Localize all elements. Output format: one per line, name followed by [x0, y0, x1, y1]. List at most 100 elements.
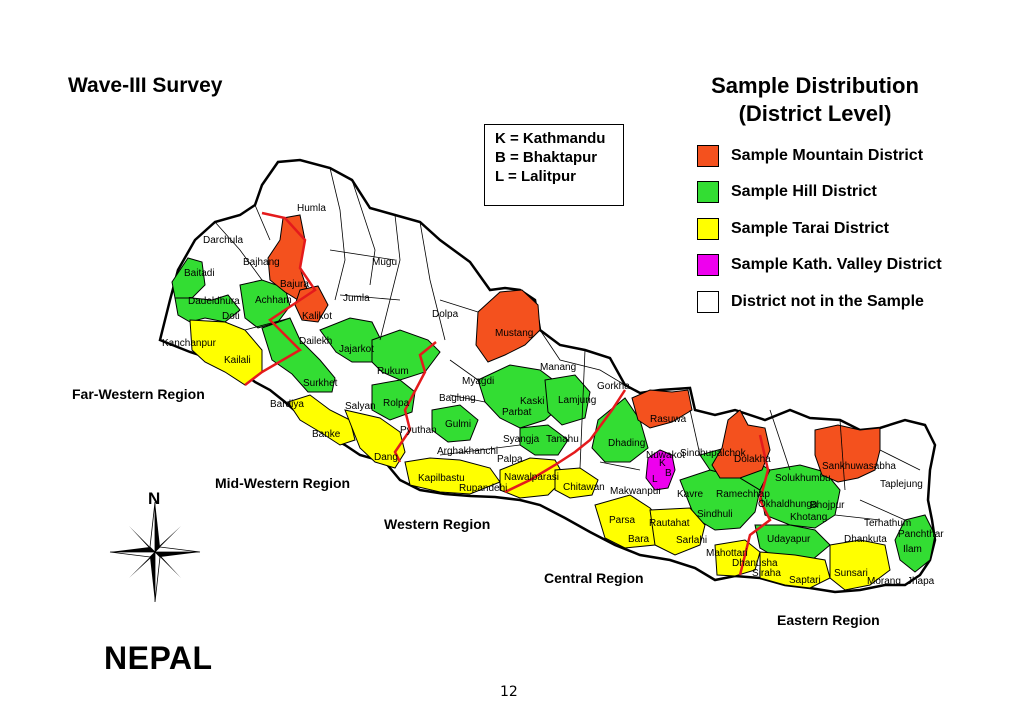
district-lamjung: [544, 374, 591, 426]
label-l: L: [652, 474, 658, 485]
mountain-districts: [267, 214, 881, 483]
district-labels: Humla Darchula Baitadi Bajhang Bajura Mu…: [162, 203, 944, 587]
label-saptari: Saptari: [789, 575, 821, 586]
label-jajarkot: Jajarkot: [339, 344, 374, 355]
label-parbat: Parbat: [502, 407, 532, 418]
label-taplejung: Taplejung: [880, 479, 923, 490]
label-dhanusha: Dhanusha: [732, 558, 778, 569]
legend-label-hill: Sample Hill District: [731, 183, 877, 200]
label-kavre: Kavre: [677, 489, 704, 500]
legend-swatch-kath-valley: [697, 254, 719, 276]
district-ilam-panchthar: [894, 514, 936, 573]
label-bara: Bara: [628, 534, 650, 545]
label-dhading: Dhading: [608, 438, 645, 449]
district-siraha-saptari: [759, 551, 831, 589]
tarai-districts: [189, 319, 891, 591]
label-kapilbastu: Kapilbastu: [418, 473, 465, 484]
label-sindhuli: Sindhuli: [697, 509, 733, 520]
district-kalikot: [294, 285, 329, 323]
label-panchthar: Panchthar: [898, 529, 944, 540]
legend-label-not-sampled: District not in the Sample: [731, 293, 924, 310]
label-sunsari: Sunsari: [834, 568, 868, 579]
label-salyan: Salyan: [345, 401, 376, 412]
label-baglung: Baglung: [439, 393, 476, 404]
label-makwanpur: Makwanpur: [610, 486, 662, 497]
label-syangja: Syangja: [503, 434, 540, 445]
label-udayapur: Udayapur: [767, 534, 811, 545]
district-rasuwa: [631, 389, 693, 429]
label-terhathum: Terhathum: [864, 518, 911, 529]
region-boundaries: [244, 211, 772, 576]
label-bajhang: Bajhang: [243, 257, 280, 268]
label-tanahu: Tanahu: [546, 434, 579, 445]
label-rasuwa: Rasuwa: [650, 414, 687, 425]
label-okhaldhunga: Okhaldhunga: [758, 499, 818, 510]
legend-label-kath-valley: Sample Kath. Valley District: [731, 256, 942, 273]
label-dolakha: Dolakha: [734, 454, 771, 465]
label-sankhuwasabha: Sankhuwasabha: [822, 461, 896, 472]
label-jhapa: Jhapa: [907, 576, 935, 587]
legend-label-mountain: Sample Mountain District: [731, 147, 924, 164]
label-gorkha: Gorkha: [597, 381, 630, 392]
abbr-kathmandu: K = Kathmandu: [495, 130, 606, 147]
label-myagdi: Myagdi: [462, 376, 494, 387]
label-palpa: Palpa: [497, 454, 523, 465]
label-solukhumbu: Solukhumbu: [775, 473, 831, 484]
label-manang: Manang: [540, 362, 576, 373]
abbr-lalitpur: L = Lalitpur: [495, 168, 576, 185]
label-kalikot: Kalikot: [302, 311, 332, 322]
legend-swatch-hill: [697, 181, 719, 203]
label-morang: Morang: [867, 576, 901, 587]
label-rautahat: Rautahat: [649, 518, 690, 529]
label-rolpa: Rolpa: [383, 398, 410, 409]
district-kath-valley: [645, 449, 676, 491]
country-name: NEPAL: [104, 640, 213, 676]
region-central: Central Region: [544, 570, 644, 586]
label-darchula: Darchula: [203, 235, 243, 246]
district-bardiya-banke: [287, 394, 356, 446]
legend-title-line2: (District Level): [738, 101, 892, 126]
label-mugu: Mugu: [372, 257, 397, 268]
label-doti: Doti: [222, 311, 240, 322]
map-title: Wave-III Survey: [68, 74, 223, 97]
district-dolakha: [711, 409, 771, 479]
district-gulmi: [431, 404, 479, 443]
legend-item-mountain: Sample Mountain District: [697, 144, 923, 168]
label-surkhet: Surkhet: [303, 378, 338, 389]
legend-swatch-not-sampled: [697, 291, 719, 313]
label-parsa: Parsa: [609, 515, 636, 526]
label-ilam: Ilam: [903, 544, 922, 555]
district-mahottari-dhanusha: [714, 539, 761, 577]
legend-label-tarai: Sample Tarai District: [731, 220, 889, 237]
label-gulmi: Gulmi: [445, 419, 471, 430]
label-nawalparasi: Nawalparasi: [504, 472, 559, 483]
legend-swatch-tarai: [697, 218, 719, 240]
label-arghakhanchi: Arghakhanchi: [437, 446, 498, 457]
label-mustang: Mustang: [495, 328, 533, 339]
district-sunsari-morang: [829, 539, 891, 591]
district-sankhuwasabha: [814, 424, 881, 483]
label-jumla: Jumla: [343, 293, 370, 304]
label-lamjung: Lamjung: [558, 395, 596, 406]
legend-title-line1: Sample Distribution: [711, 73, 919, 98]
label-bardiya: Bardiya: [270, 399, 304, 410]
region-eastern: Eastern Region: [777, 612, 880, 628]
district-far-west-band: [261, 317, 336, 393]
label-b: B: [665, 468, 672, 479]
label-rupandehi: Rupandehi: [459, 483, 507, 494]
legend-item-kath-valley: Sample Kath. Valley District: [697, 253, 942, 277]
label-rukum: Rukum: [377, 366, 409, 377]
label-kanchanpur: Kanchanpur: [162, 338, 217, 349]
label-nuwakot: Nuwakot: [646, 450, 685, 461]
legend-item-tarai: Sample Tarai District: [697, 217, 889, 241]
abbr-bhaktapur: B = Bhaktapur: [495, 149, 598, 166]
label-dolpa: Dolpa: [432, 309, 459, 320]
district-dhading: [591, 397, 649, 463]
abbreviation-box: K = Kathmandu B = Bhaktapur L = Lalitpur: [484, 124, 624, 206]
label-banke: Banke: [312, 429, 341, 440]
label-kailali: Kailali: [224, 355, 251, 366]
district-udayapur: [754, 524, 831, 561]
label-chitawan: Chitawan: [563, 482, 605, 493]
label-dang: Dang: [374, 452, 398, 463]
district-borders: [214, 167, 921, 521]
